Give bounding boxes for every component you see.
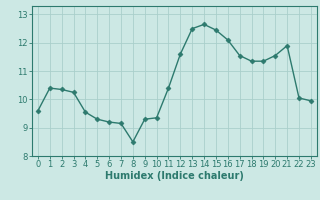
X-axis label: Humidex (Indice chaleur): Humidex (Indice chaleur) (105, 171, 244, 181)
